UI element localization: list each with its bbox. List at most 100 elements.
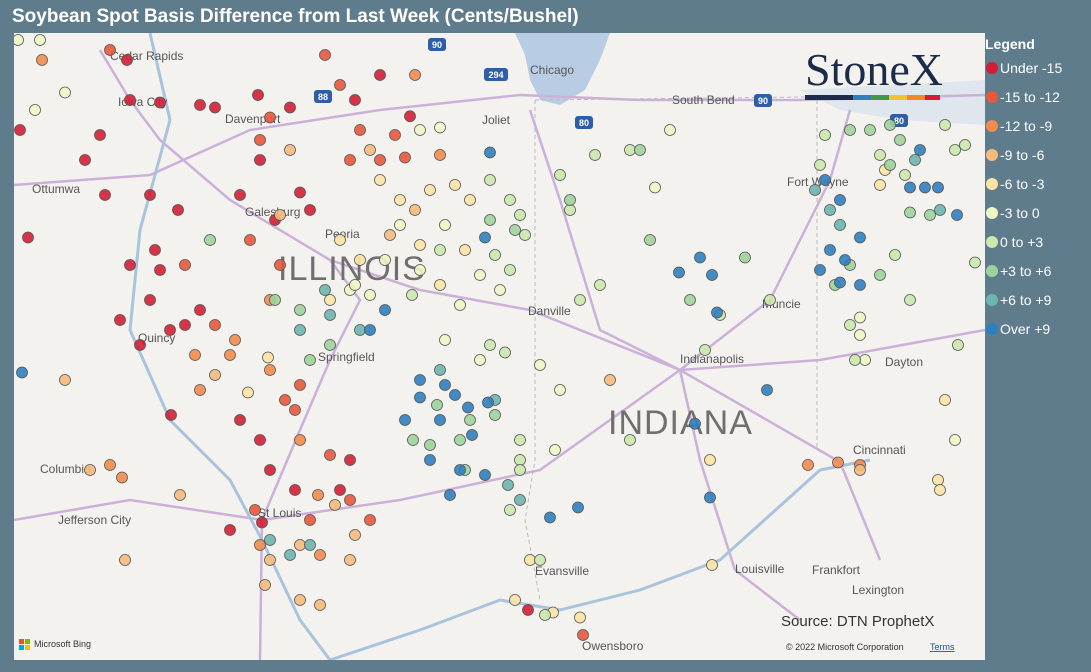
lake-erie-area bbox=[800, 80, 985, 125]
map-point bbox=[824, 204, 836, 216]
terms-link[interactable]: Terms bbox=[930, 642, 955, 652]
map-point bbox=[324, 339, 336, 351]
map-point bbox=[374, 69, 386, 81]
city-label: Frankfort bbox=[812, 563, 861, 577]
legend-label: +6 to +9 bbox=[1000, 292, 1052, 308]
map-point bbox=[414, 391, 426, 404]
map-point bbox=[706, 269, 718, 281]
map-point bbox=[304, 354, 316, 366]
map-point bbox=[404, 110, 416, 123]
map-point bbox=[59, 86, 71, 99]
map-point bbox=[354, 124, 366, 136]
legend-swatch bbox=[986, 149, 998, 161]
map-point bbox=[349, 94, 361, 106]
map-point bbox=[959, 139, 971, 151]
map-point bbox=[114, 314, 126, 326]
map-point bbox=[254, 134, 266, 146]
map-point bbox=[59, 374, 71, 386]
map-point bbox=[504, 504, 516, 516]
map-point bbox=[324, 294, 336, 306]
map-point bbox=[514, 494, 526, 506]
map-point bbox=[704, 491, 716, 504]
map-point bbox=[444, 489, 456, 501]
map-point bbox=[234, 414, 246, 426]
logo: StoneX bbox=[805, 44, 943, 100]
map-point bbox=[484, 146, 496, 159]
map-point bbox=[121, 54, 133, 66]
legend-swatch bbox=[986, 91, 998, 103]
map-point bbox=[254, 434, 266, 446]
river bbox=[329, 458, 871, 660]
map-point bbox=[899, 169, 911, 181]
map-point bbox=[761, 384, 773, 396]
map-point bbox=[414, 264, 426, 276]
map-point bbox=[634, 144, 646, 156]
city-label: Peoria bbox=[325, 227, 360, 241]
map-point bbox=[431, 399, 443, 411]
legend-label: -12 to -9 bbox=[1000, 118, 1052, 134]
city-label: Chicago bbox=[530, 63, 574, 77]
map-point bbox=[409, 204, 421, 216]
map-point bbox=[394, 194, 406, 206]
legend-label: 0 to +3 bbox=[1000, 234, 1043, 250]
map-point bbox=[904, 206, 916, 219]
map-point bbox=[932, 474, 944, 486]
city-label: Joliet bbox=[482, 113, 511, 127]
legend-swatch bbox=[986, 236, 998, 248]
map-point bbox=[274, 259, 286, 271]
map-point bbox=[209, 101, 221, 114]
map-point bbox=[324, 309, 336, 321]
map-point bbox=[524, 554, 536, 566]
shield-label: 80 bbox=[579, 118, 589, 128]
legend-label: +3 to +6 bbox=[1000, 263, 1052, 279]
map-point bbox=[574, 294, 586, 306]
map-point bbox=[564, 204, 576, 216]
highway-shield: 90 bbox=[428, 38, 446, 51]
city-label: Lexington bbox=[852, 583, 904, 597]
map-point bbox=[834, 276, 846, 289]
map-point bbox=[279, 394, 291, 406]
city-label: Jefferson City bbox=[58, 513, 131, 527]
map-point bbox=[284, 549, 296, 561]
map-point bbox=[502, 479, 514, 491]
map-point bbox=[394, 219, 406, 231]
map-point bbox=[165, 409, 177, 421]
map-point bbox=[534, 554, 546, 566]
highway-shield: 80 bbox=[575, 116, 593, 129]
city-label: Ottumwa bbox=[32, 182, 80, 196]
map-point bbox=[464, 414, 476, 426]
attribution: Microsoft Bing bbox=[34, 639, 91, 649]
map-point bbox=[939, 394, 951, 406]
map-point bbox=[374, 174, 386, 186]
shield-label: 294 bbox=[488, 70, 503, 80]
city-label: Springfield bbox=[318, 350, 375, 364]
map-point bbox=[509, 594, 521, 606]
legend-swatch bbox=[986, 294, 998, 306]
map-point bbox=[364, 289, 376, 301]
map-point bbox=[819, 174, 831, 186]
map-point bbox=[454, 299, 466, 311]
map-point bbox=[706, 559, 718, 571]
city-label: Danville bbox=[528, 304, 571, 318]
map-point bbox=[289, 404, 301, 416]
map-point bbox=[399, 151, 411, 164]
legend: Under -15 -15 to -12 -12 to -9 -9 to -6 -6 t… bbox=[986, 60, 1062, 337]
map-point bbox=[144, 189, 156, 201]
map-point bbox=[234, 189, 246, 201]
map-point bbox=[482, 396, 494, 409]
copyright: © 2022 Microsoft Corporation bbox=[786, 642, 904, 652]
city-label: Quincy bbox=[138, 331, 175, 345]
map-point bbox=[824, 244, 836, 256]
city-label: Galesburg bbox=[245, 205, 300, 219]
map-point bbox=[939, 119, 951, 131]
map-point bbox=[116, 471, 128, 484]
map-point bbox=[739, 251, 751, 264]
map-point bbox=[919, 181, 931, 194]
map-point bbox=[509, 224, 521, 236]
map-point bbox=[154, 96, 166, 109]
map-point bbox=[354, 254, 366, 266]
map-point bbox=[434, 244, 446, 256]
map-point bbox=[854, 279, 866, 291]
map-point bbox=[16, 366, 28, 379]
map-point bbox=[229, 334, 241, 346]
